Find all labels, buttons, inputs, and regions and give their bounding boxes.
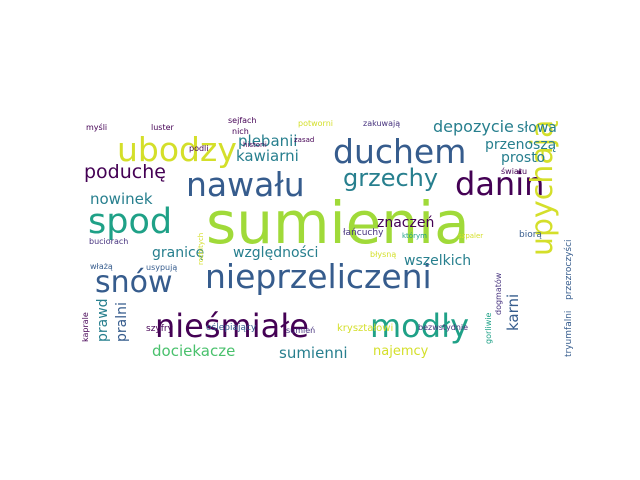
word-nawalu: nawału xyxy=(186,165,305,204)
word-slowa: słowa xyxy=(517,120,557,136)
word-wzglednosci: względności xyxy=(233,245,319,261)
word-zakuwaja: zakuwają xyxy=(363,119,401,128)
word-zasad: zasad xyxy=(294,136,315,144)
word-podli: podli xyxy=(189,144,209,153)
word-buciorach: buciorach xyxy=(89,237,129,246)
word-plebanii: plebanii xyxy=(238,132,298,150)
word-ktorym: którym xyxy=(402,232,427,240)
word-usypuja: usypują xyxy=(146,263,178,272)
word-kawiarni: kawiarni xyxy=(236,147,299,165)
word-blysna: błysną xyxy=(370,250,397,259)
word-nich: nich xyxy=(232,127,249,136)
word-przenosza: przenoszą xyxy=(485,137,557,153)
word-prosto: prosto xyxy=(501,150,546,166)
word-kaprale: kaprale xyxy=(81,312,90,342)
word-duchem: duchem xyxy=(333,132,467,171)
word-depozycie: depozycie xyxy=(433,117,514,136)
word-karni: karni xyxy=(504,293,522,331)
word-nieprzeliczeni: nieprzeliczeni xyxy=(205,257,432,296)
word-oslepiajacy: oślepiający xyxy=(206,323,257,333)
word-wszelkich: wszelkich xyxy=(404,253,472,269)
word-potworni: potworni xyxy=(298,119,333,128)
word-dociekacze: dociekacze xyxy=(152,342,236,360)
word-szpaler: szpaler xyxy=(458,232,484,240)
word-modly: modły xyxy=(370,307,470,345)
word-dogmatow: dogmatów xyxy=(494,272,503,315)
word-sejfach: sejfach xyxy=(228,116,257,125)
word-lancuchy: łańcuchy xyxy=(343,228,384,238)
word-rozbitych: rozbitych xyxy=(197,232,205,265)
word-znaczen: znaczeń xyxy=(377,215,435,231)
word-mysli: myśli xyxy=(86,123,108,132)
word-luster: luster xyxy=(151,123,174,132)
word-prawd: prawd xyxy=(95,298,111,342)
word-biora: biorą xyxy=(519,230,542,240)
word-sumienia: sumienia xyxy=(206,189,470,257)
word-nowinek: nowinek xyxy=(90,190,153,208)
word-spod: spod xyxy=(88,202,173,242)
word-pralni: pralni xyxy=(114,302,130,342)
word-szyfry: szyfry xyxy=(146,324,173,334)
word-najemcy: najemcy xyxy=(373,344,429,359)
word-swiatu: światu xyxy=(501,167,528,176)
word-snow: snów xyxy=(95,265,173,300)
word-tryumfalni: tryumfalni xyxy=(564,310,574,357)
word-danin: danin xyxy=(455,165,545,203)
word-poduche: poduchę xyxy=(84,161,166,183)
word-przezroczysci: przezroczyści xyxy=(564,239,574,300)
word-grzechy: grzechy xyxy=(343,164,439,192)
word-granice: granicę xyxy=(152,245,205,261)
word-historii: historii xyxy=(243,141,267,149)
word-krysztalowi: kryształowi xyxy=(337,323,394,334)
word-wlaza: włażą xyxy=(90,262,113,271)
word-ubodzy: ubodzy xyxy=(117,130,237,169)
word-sumien: sumień xyxy=(286,326,316,335)
word-sumienni: sumienni xyxy=(279,344,348,362)
word-gorliwie: gorliwie xyxy=(484,312,493,344)
word-niesmiale: nieśmiałe xyxy=(155,307,309,345)
word-bezwstydnie: bezwstydnie xyxy=(418,323,469,332)
